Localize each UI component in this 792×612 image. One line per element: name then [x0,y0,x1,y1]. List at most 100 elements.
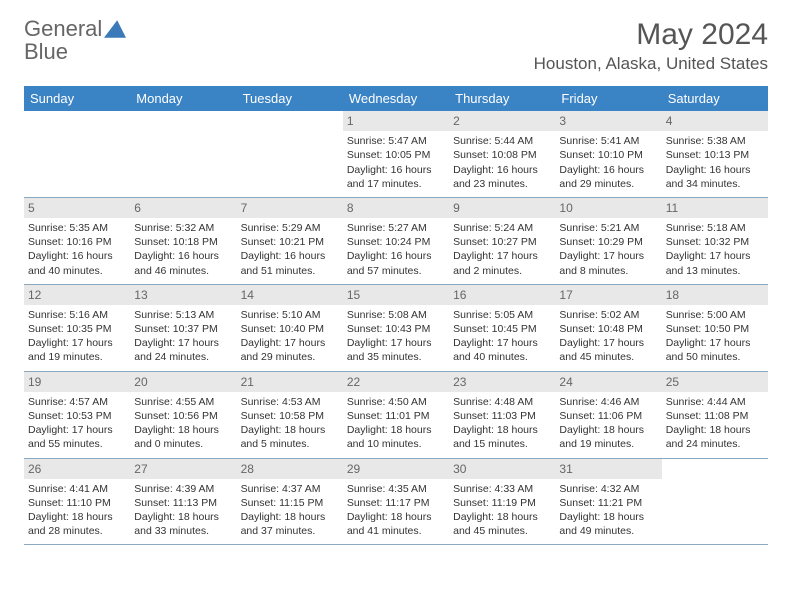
sunrise-text: Sunrise: 4:57 AM [28,395,126,409]
date-number: 17 [555,285,661,305]
sunrise-text: Sunrise: 4:53 AM [241,395,339,409]
sunset-text: Sunset: 10:21 PM [241,235,339,249]
title-block: May 2024 Houston, Alaska, United States [534,18,768,74]
sunset-text: Sunset: 10:40 PM [241,322,339,336]
day2-text: and 17 minutes. [347,177,445,191]
date-number: 6 [130,198,236,218]
day1-text: Daylight: 18 hours [28,510,126,524]
sunrise-text: Sunrise: 5:35 AM [28,221,126,235]
sunrise-text: Sunrise: 5:44 AM [453,134,551,148]
week-row: 1Sunrise: 5:47 AMSunset: 10:05 PMDayligh… [24,111,768,198]
sunrise-text: Sunrise: 5:08 AM [347,308,445,322]
day2-text: and 35 minutes. [347,350,445,364]
sunrise-text: Sunrise: 4:33 AM [453,482,551,496]
sunrise-text: Sunrise: 4:50 AM [347,395,445,409]
sunrise-text: Sunrise: 4:55 AM [134,395,232,409]
sunrise-text: Sunrise: 5:18 AM [666,221,764,235]
date-number: 18 [662,285,768,305]
calendar-cell: 1Sunrise: 5:47 AMSunset: 10:05 PMDayligh… [343,111,449,197]
day2-text: and 24 minutes. [134,350,232,364]
day1-text: Daylight: 17 hours [453,249,551,263]
day2-text: and 40 minutes. [453,350,551,364]
day1-text: Daylight: 16 hours [347,249,445,263]
date-number: 8 [343,198,449,218]
weekday-header: Tuesday [237,86,343,111]
calendar-cell-empty [24,111,130,197]
calendar-cell: 27Sunrise: 4:39 AMSunset: 11:13 PMDaylig… [130,459,236,545]
week-row: 12Sunrise: 5:16 AMSunset: 10:35 PMDaylig… [24,285,768,372]
sunrise-text: Sunrise: 5:27 AM [347,221,445,235]
calendar-cell: 5Sunrise: 5:35 AMSunset: 10:16 PMDayligh… [24,198,130,284]
day1-text: Daylight: 17 hours [559,336,657,350]
day2-text: and 55 minutes. [28,437,126,451]
calendar-cell: 20Sunrise: 4:55 AMSunset: 10:56 PMDaylig… [130,372,236,458]
sunset-text: Sunset: 11:08 PM [666,409,764,423]
calendar-cell: 4Sunrise: 5:38 AMSunset: 10:13 PMDayligh… [662,111,768,197]
calendar-cell-empty [662,459,768,545]
calendar-cell: 21Sunrise: 4:53 AMSunset: 10:58 PMDaylig… [237,372,343,458]
date-number: 2 [449,111,555,131]
date-number: 11 [662,198,768,218]
day1-text: Daylight: 17 hours [28,336,126,350]
logo-triangle-icon [104,20,126,38]
sunset-text: Sunset: 10:56 PM [134,409,232,423]
sunset-text: Sunset: 11:13 PM [134,496,232,510]
sunset-text: Sunset: 10:53 PM [28,409,126,423]
day2-text: and 45 minutes. [453,524,551,538]
calendar-cell: 29Sunrise: 4:35 AMSunset: 11:17 PMDaylig… [343,459,449,545]
day1-text: Daylight: 18 hours [347,423,445,437]
day1-text: Daylight: 18 hours [559,510,657,524]
sunrise-text: Sunrise: 5:47 AM [347,134,445,148]
day1-text: Daylight: 18 hours [347,510,445,524]
logo-word-general: General [24,16,102,41]
calendar-cell: 15Sunrise: 5:08 AMSunset: 10:43 PMDaylig… [343,285,449,371]
day1-text: Daylight: 16 hours [559,163,657,177]
date-number: 27 [130,459,236,479]
sunset-text: Sunset: 10:27 PM [453,235,551,249]
calendar-cell: 9Sunrise: 5:24 AMSunset: 10:27 PMDayligh… [449,198,555,284]
header: General Blue May 2024 Houston, Alaska, U… [24,18,768,74]
day1-text: Daylight: 17 hours [453,336,551,350]
day1-text: Daylight: 16 hours [134,249,232,263]
date-number: 24 [555,372,661,392]
date-number: 5 [24,198,130,218]
calendar-cell-empty [237,111,343,197]
date-number: 26 [24,459,130,479]
sunset-text: Sunset: 11:06 PM [559,409,657,423]
date-number: 12 [24,285,130,305]
day2-text: and 28 minutes. [28,524,126,538]
sunrise-text: Sunrise: 5:41 AM [559,134,657,148]
sunrise-text: Sunrise: 4:46 AM [559,395,657,409]
day1-text: Daylight: 16 hours [28,249,126,263]
logo: General Blue [24,18,126,64]
calendar-cell: 10Sunrise: 5:21 AMSunset: 10:29 PMDaylig… [555,198,661,284]
calendar-cell: 25Sunrise: 4:44 AMSunset: 11:08 PMDaylig… [662,372,768,458]
date-number: 14 [237,285,343,305]
sunset-text: Sunset: 10:48 PM [559,322,657,336]
date-number: 7 [237,198,343,218]
sunset-text: Sunset: 10:29 PM [559,235,657,249]
sunrise-text: Sunrise: 5:21 AM [559,221,657,235]
day1-text: Daylight: 16 hours [347,163,445,177]
day2-text: and 13 minutes. [666,264,764,278]
sunset-text: Sunset: 10:32 PM [666,235,764,249]
calendar-cell: 12Sunrise: 5:16 AMSunset: 10:35 PMDaylig… [24,285,130,371]
day2-text: and 29 minutes. [559,177,657,191]
day1-text: Daylight: 18 hours [453,423,551,437]
sunset-text: Sunset: 10:45 PM [453,322,551,336]
day1-text: Daylight: 18 hours [559,423,657,437]
logo-word-blue: Blue [24,39,68,64]
calendar-cell: 11Sunrise: 5:18 AMSunset: 10:32 PMDaylig… [662,198,768,284]
date-number: 4 [662,111,768,131]
calendar-cell: 31Sunrise: 4:32 AMSunset: 11:21 PMDaylig… [555,459,661,545]
day1-text: Daylight: 18 hours [134,423,232,437]
day1-text: Daylight: 18 hours [241,423,339,437]
date-number: 3 [555,111,661,131]
logo-text: General Blue [24,18,102,64]
sunrise-text: Sunrise: 4:32 AM [559,482,657,496]
calendar-cell: 6Sunrise: 5:32 AMSunset: 10:18 PMDayligh… [130,198,236,284]
day2-text: and 49 minutes. [559,524,657,538]
day1-text: Daylight: 17 hours [666,336,764,350]
day1-text: Daylight: 16 hours [453,163,551,177]
sunset-text: Sunset: 10:58 PM [241,409,339,423]
